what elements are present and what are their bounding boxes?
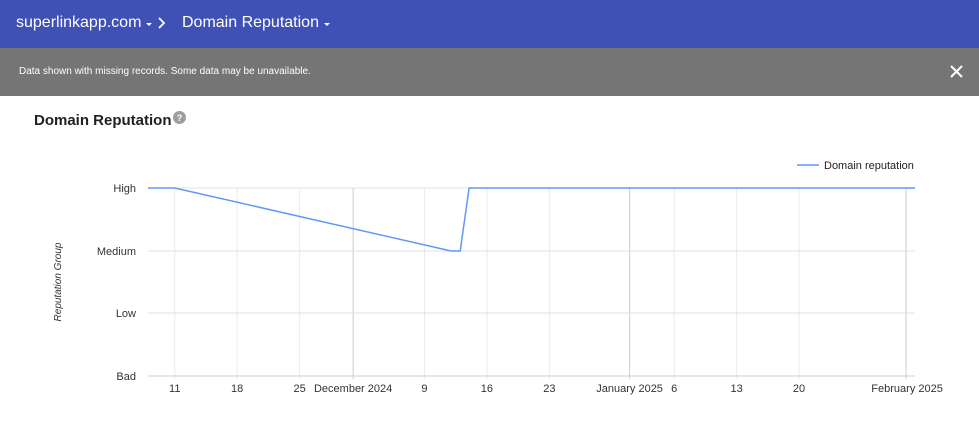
section-header: Domain Reputation ? <box>34 111 186 129</box>
chevron-down-icon <box>323 22 330 26</box>
x-tick-label: 18 <box>231 383 243 395</box>
x-tick-label: December 2024 <box>314 383 392 395</box>
x-tick-label: February 2025 <box>871 383 943 395</box>
x-tick-label: 20 <box>793 383 805 395</box>
page-title: Domain Reputation <box>34 112 172 129</box>
page-selector[interactable]: Domain Reputation <box>182 14 330 32</box>
banner-message: Data shown with missing records. Some da… <box>19 66 311 77</box>
y-tick-label: Low <box>116 308 136 320</box>
page-selector-label: Domain Reputation <box>182 14 319 31</box>
x-tick-label: 9 <box>421 383 427 395</box>
domain-selector[interactable]: superlinkapp.com <box>16 14 153 32</box>
warning-banner: Data shown with missing records. Some da… <box>0 48 979 96</box>
domain-selector-label: superlinkapp.com <box>16 14 142 31</box>
legend-label: Domain reputation <box>824 160 914 172</box>
reputation-chart: Bad Low Medium High 11 18 25 December 2024 9 16 23… <box>53 160 943 395</box>
x-tick-label: 16 <box>481 383 493 395</box>
x-tick-label: 13 <box>731 383 743 395</box>
help-circle-icon[interactable]: ? <box>172 111 186 124</box>
svg-text:?: ? <box>176 113 182 123</box>
y-tick-label: Bad <box>116 371 136 383</box>
x-tick-label: 25 <box>293 383 305 395</box>
y-tick-label: Medium <box>97 246 136 258</box>
x-tick-label: 6 <box>671 383 677 395</box>
chevron-right-icon <box>158 17 166 29</box>
top-app-bar: superlinkapp.com Domain Reputation <box>0 0 979 48</box>
y-axis-title: Reputation Group <box>53 242 64 321</box>
series-line <box>148 187 915 252</box>
chevron-down-icon <box>146 22 153 26</box>
y-tick-label: High <box>113 183 136 195</box>
x-tick-label: 23 <box>543 383 555 395</box>
x-tick-label: January 2025 <box>596 383 663 395</box>
close-icon[interactable] <box>948 63 965 80</box>
x-tick-label: 11 <box>169 383 180 395</box>
